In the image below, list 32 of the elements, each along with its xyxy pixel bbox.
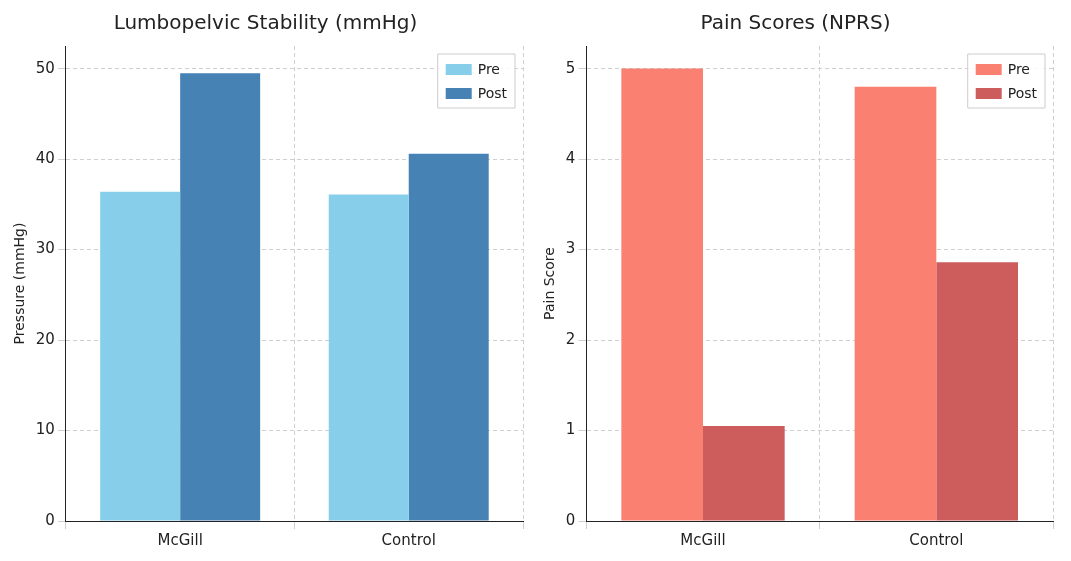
legend-label: Post (1007, 84, 1038, 101)
legend-label: Pre (1007, 60, 1030, 77)
bar (936, 262, 1018, 521)
y-tick-label: 0 (565, 510, 576, 529)
bar (408, 153, 489, 521)
x-tick-label: Control (909, 530, 964, 549)
bar (621, 68, 704, 521)
y-tick-label: 5 (565, 58, 576, 77)
y-tick-label: 30 (35, 239, 55, 258)
y-axis-title: Pain Score (541, 247, 558, 320)
x-tick-label: McGill (680, 530, 726, 549)
y-tick-label: 40 (35, 148, 55, 167)
y-tick-label: 50 (35, 58, 55, 77)
y-tick-label: 20 (35, 329, 55, 348)
bar (100, 191, 181, 521)
y-tick-label: 3 (565, 239, 576, 258)
legend-label: Pre (477, 60, 500, 77)
y-axis-title: Pressure (mmHg) (11, 222, 28, 345)
bar (854, 86, 937, 521)
y-tick-label: 1 (565, 420, 576, 439)
y-tick-label: 10 (35, 420, 55, 439)
chart-title: Pain Scores (NPRS) (700, 10, 891, 35)
legend-label: Post (477, 84, 508, 101)
x-tick-label: McGill (157, 530, 203, 549)
y-tick-label: 0 (45, 510, 55, 529)
chart-title: Lumbopelvic Stability (mmHg) (113, 10, 418, 35)
bar (703, 426, 785, 521)
y-tick-label: 2 (565, 329, 576, 348)
bar (180, 73, 261, 521)
x-tick-label: Control (381, 530, 436, 549)
bar (328, 194, 409, 521)
y-tick-label: 4 (565, 148, 576, 167)
